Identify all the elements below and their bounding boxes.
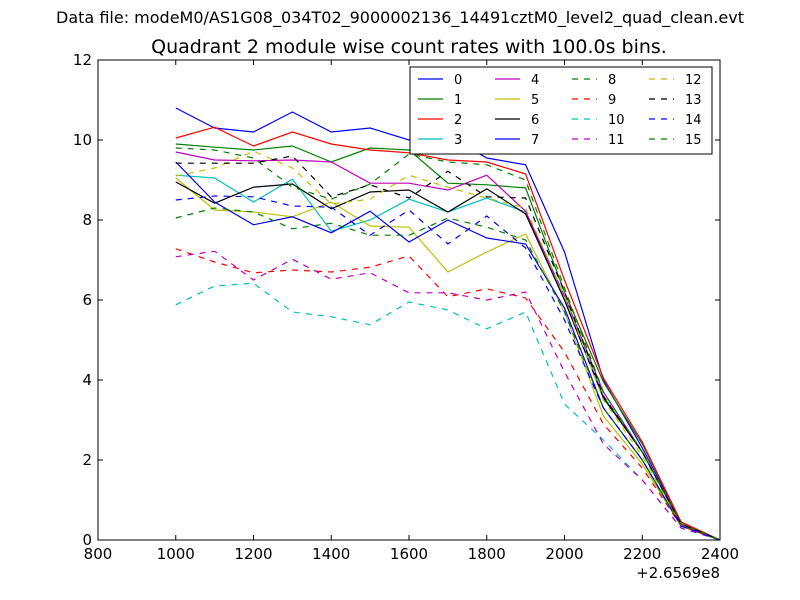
y-tick-label: 6 bbox=[82, 291, 92, 309]
series-line-0 bbox=[175, 107, 721, 541]
y-tick-label: 8 bbox=[82, 211, 92, 229]
series-line-9 bbox=[175, 248, 721, 541]
legend-label-10: 10 bbox=[608, 113, 625, 128]
series-line-6 bbox=[175, 181, 721, 541]
legend-label-5: 5 bbox=[531, 93, 539, 108]
series-line-8 bbox=[175, 207, 721, 541]
series-line-14 bbox=[175, 195, 721, 541]
y-tick-label: 4 bbox=[82, 371, 92, 389]
x-tick-label: 1800 bbox=[468, 545, 506, 563]
figure-suptitle: Data file: modeM0/AS1G08_034T02_90000021… bbox=[56, 8, 744, 27]
legend-label-1: 1 bbox=[454, 93, 462, 108]
legend-label-9: 9 bbox=[608, 93, 616, 108]
series-line-12 bbox=[175, 150, 721, 541]
legend-label-4: 4 bbox=[531, 73, 539, 88]
x-tick-label: 2200 bbox=[623, 545, 661, 563]
legend-label-6: 6 bbox=[531, 113, 539, 128]
y-tick-label: 10 bbox=[73, 131, 92, 149]
series-line-10 bbox=[175, 282, 721, 541]
x-tick-label: 1000 bbox=[157, 545, 195, 563]
x-tick-label: 2400 bbox=[701, 545, 739, 563]
series-layer bbox=[175, 107, 721, 541]
x-tick-label: 2000 bbox=[545, 545, 583, 563]
x-tick-label: 1600 bbox=[390, 545, 428, 563]
series-line-11 bbox=[175, 250, 721, 541]
series-line-5 bbox=[175, 177, 721, 541]
chart-title: Quadrant 2 module wise count rates with … bbox=[151, 36, 667, 58]
series-line-2 bbox=[175, 126, 721, 541]
legend-label-14: 14 bbox=[685, 113, 702, 128]
x-offset-label: +2.6569e8 bbox=[636, 564, 720, 582]
series-line-15 bbox=[175, 147, 721, 541]
x-tick-label: 1200 bbox=[234, 545, 272, 563]
x-tick-label: 1400 bbox=[312, 545, 350, 563]
legend-label-0: 0 bbox=[454, 73, 462, 88]
legend-label-11: 11 bbox=[608, 133, 625, 148]
y-tick-label: 12 bbox=[73, 51, 92, 69]
x-tick-label: 800 bbox=[84, 545, 113, 563]
legend-label-8: 8 bbox=[608, 73, 616, 88]
series-line-7 bbox=[175, 161, 721, 541]
legend-label-3: 3 bbox=[454, 133, 462, 148]
legend-label-13: 13 bbox=[685, 93, 702, 108]
y-tick-label: 0 bbox=[82, 531, 92, 549]
series-line-1 bbox=[175, 143, 721, 541]
series-line-13 bbox=[175, 155, 721, 541]
legend-label-2: 2 bbox=[454, 113, 462, 128]
axes-layer: 800 1000 1200 1400 1600 1800 2000 2200 2400 0 2 4 6 8… bbox=[73, 51, 739, 563]
legend-label-7: 7 bbox=[531, 133, 539, 148]
legend-label-15: 15 bbox=[685, 133, 702, 148]
series-line-3 bbox=[175, 174, 721, 541]
series-line-4 bbox=[175, 151, 721, 541]
legend-label-12: 12 bbox=[685, 73, 702, 88]
y-tick-label: 2 bbox=[82, 451, 92, 469]
